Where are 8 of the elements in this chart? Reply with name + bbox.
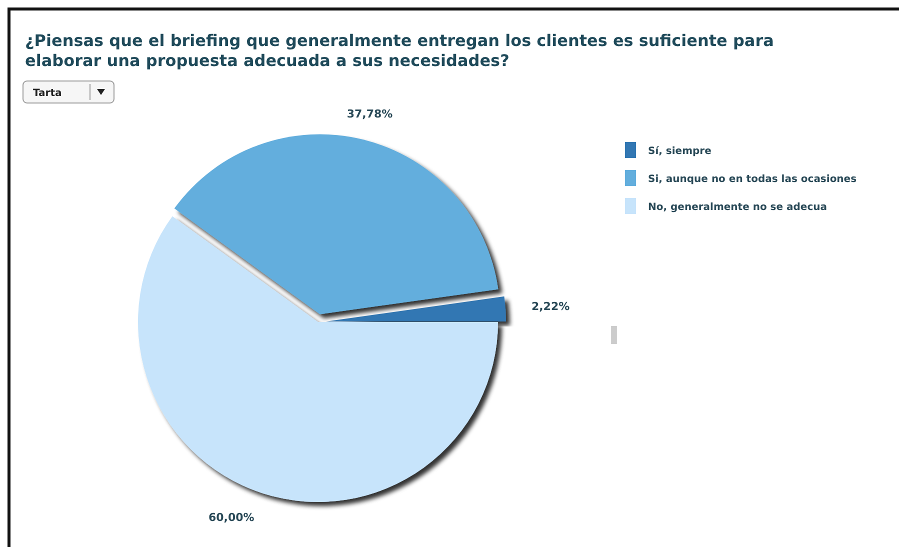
legend-label: No, generalmente no se adecua <box>648 202 828 213</box>
data-label: 2,22% <box>531 300 570 314</box>
data-label: 37,78% <box>346 107 393 120</box>
chart-title: ¿Piensas que el briefing que generalmente entregan los clientes es suficiente para elaborar una propuesta adecuada a sus necesidades? <box>25 31 774 70</box>
legend-label: Sí, siempre <box>648 146 712 157</box>
data-label: 60,00% <box>208 510 254 524</box>
dropdown-field: Tarta <box>22 80 114 104</box>
legend-label: Si, aunque no en todas las ocasiones <box>648 174 857 185</box>
